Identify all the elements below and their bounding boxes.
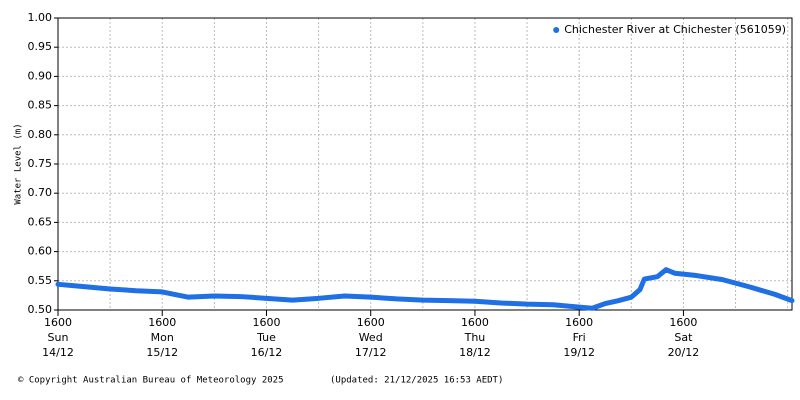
x-tick-label: 19/12 [563,346,595,359]
x-tick-label: 1600 [669,316,697,329]
x-tick-label: 18/12 [459,346,491,359]
x-tick-label: Mon [151,331,174,344]
x-tick-label: 1600 [357,316,385,329]
legend-marker [553,27,560,33]
x-tick-label: Sat [674,331,693,344]
x-tick-label: 16/12 [251,346,283,359]
y-tick-label: 0.65 [28,215,53,228]
footer-copyright: © Copyright Australian Bureau of Meteoro… [18,376,284,386]
x-tick-label: 17/12 [355,346,387,359]
x-tick-label: 1600 [252,316,280,329]
y-tick-label: 0.85 [28,99,53,112]
x-tick-label: Wed [359,331,383,344]
x-tick-label: 1600 [148,316,176,329]
y-tick-label: 0.50 [28,303,53,316]
footer-updated: (Updated: 21/12/2025 16:53 AEDT) [330,376,503,386]
x-tick-label: Fri [573,331,586,344]
y-tick-label: 0.75 [28,157,53,170]
y-tick-label: 1.00 [28,11,53,24]
x-tick-label: 15/12 [146,346,178,359]
x-tick-label: Thu [464,331,486,344]
y-tick-label: 0.55 [28,274,53,287]
x-tick-label: Sun [48,331,69,344]
data-line [55,267,795,311]
x-tick-label: 14/12 [42,346,74,359]
y-tick-label: 0.70 [28,186,53,199]
y-tick-label: 0.95 [28,40,53,53]
plot-frame [57,17,793,311]
y-tick-label: 0.90 [28,69,53,82]
y-tick-label: 0.80 [28,128,53,141]
y-axis-label: Water Level (m) [14,123,24,204]
y-tick-label: 0.60 [28,245,53,258]
x-tick-label: 1600 [44,316,72,329]
x-tick-label: 1600 [461,316,489,329]
legend-label: Chichester River at Chichester (561059) [564,23,786,36]
x-tick-label: 1600 [565,316,593,329]
x-tick-label: 20/12 [668,346,700,359]
x-tick-label: Tue [256,331,276,344]
